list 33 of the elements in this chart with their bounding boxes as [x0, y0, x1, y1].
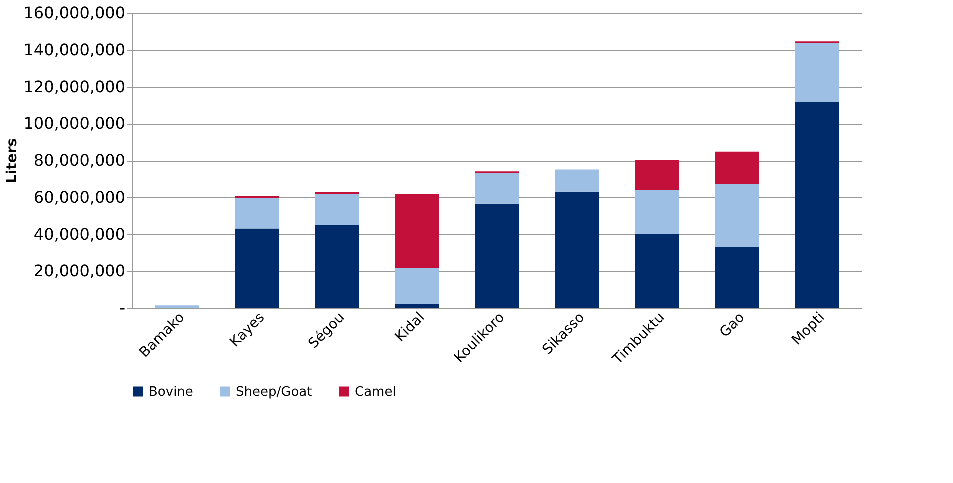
y-tick-label: 160,000,000: [24, 4, 126, 22]
bar: [475, 204, 519, 308]
y-axis-title: Liters: [4, 138, 21, 184]
bar: [315, 194, 359, 226]
y-tick-label: 140,000,000: [24, 40, 126, 60]
bar: [555, 170, 599, 192]
x-tick-label: Gao: [716, 310, 748, 341]
bar: [235, 228, 279, 308]
bar: [315, 225, 359, 308]
bar: [235, 198, 279, 229]
y-tick-label: 100,000,000: [24, 114, 126, 134]
bar: [635, 234, 679, 308]
bar: [715, 247, 759, 308]
y-tick-label: 80,000,000: [34, 151, 126, 170]
bar: [795, 102, 839, 308]
bar: [795, 43, 839, 102]
legend-label: Sheep/Goat: [236, 384, 312, 400]
bar: [475, 173, 519, 204]
bar: [715, 152, 759, 184]
bar: [715, 184, 759, 248]
bar: [395, 304, 439, 308]
bar: [555, 192, 599, 308]
y-tick-label: -: [120, 298, 126, 318]
legend-label: Bovine: [149, 384, 194, 400]
bar: [635, 160, 679, 190]
y-tick-label: 60,000,000: [34, 188, 126, 207]
legend-label: Camel: [355, 384, 396, 400]
y-tick-label: 20,000,000: [34, 262, 126, 281]
bar: [395, 268, 439, 304]
y-tick-label: 40,000,000: [34, 224, 126, 244]
bar: [635, 190, 679, 234]
y-tick-label: 120,000,000: [24, 77, 126, 96]
bar: [395, 194, 439, 268]
